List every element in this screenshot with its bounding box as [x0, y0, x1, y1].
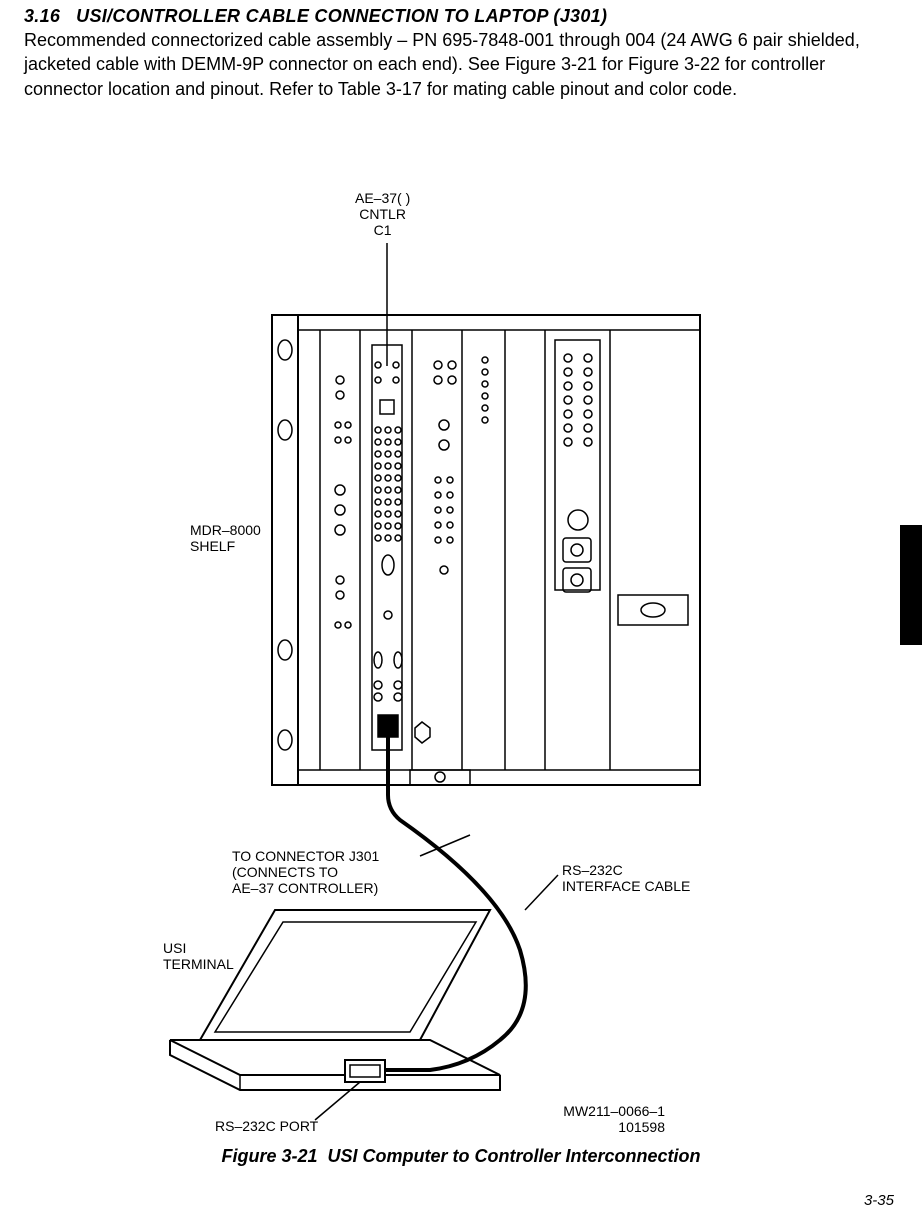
figure-number: 3-21: [281, 1146, 317, 1166]
section-heading: 3.16 USI/CONTROLLER CABLE CONNECTION TO …: [24, 6, 607, 27]
diagram-svg: [0, 170, 922, 1130]
diagram: AE–37( ) CNTLR C1 MDR–8000 SHELF TO CONN…: [0, 170, 922, 1130]
figure-title: USI Computer to Controller Interconnecti…: [328, 1146, 701, 1166]
page-number: 3-35: [864, 1192, 894, 1209]
figure-caption: Figure 3-21 USI Computer to Controller I…: [0, 1146, 922, 1167]
section-number: 3.16: [24, 6, 60, 26]
body-paragraph: Recommended connectorized cable assembly…: [24, 28, 874, 101]
section-title: USI/CONTROLLER CABLE CONNECTION TO LAPTO…: [76, 6, 607, 26]
